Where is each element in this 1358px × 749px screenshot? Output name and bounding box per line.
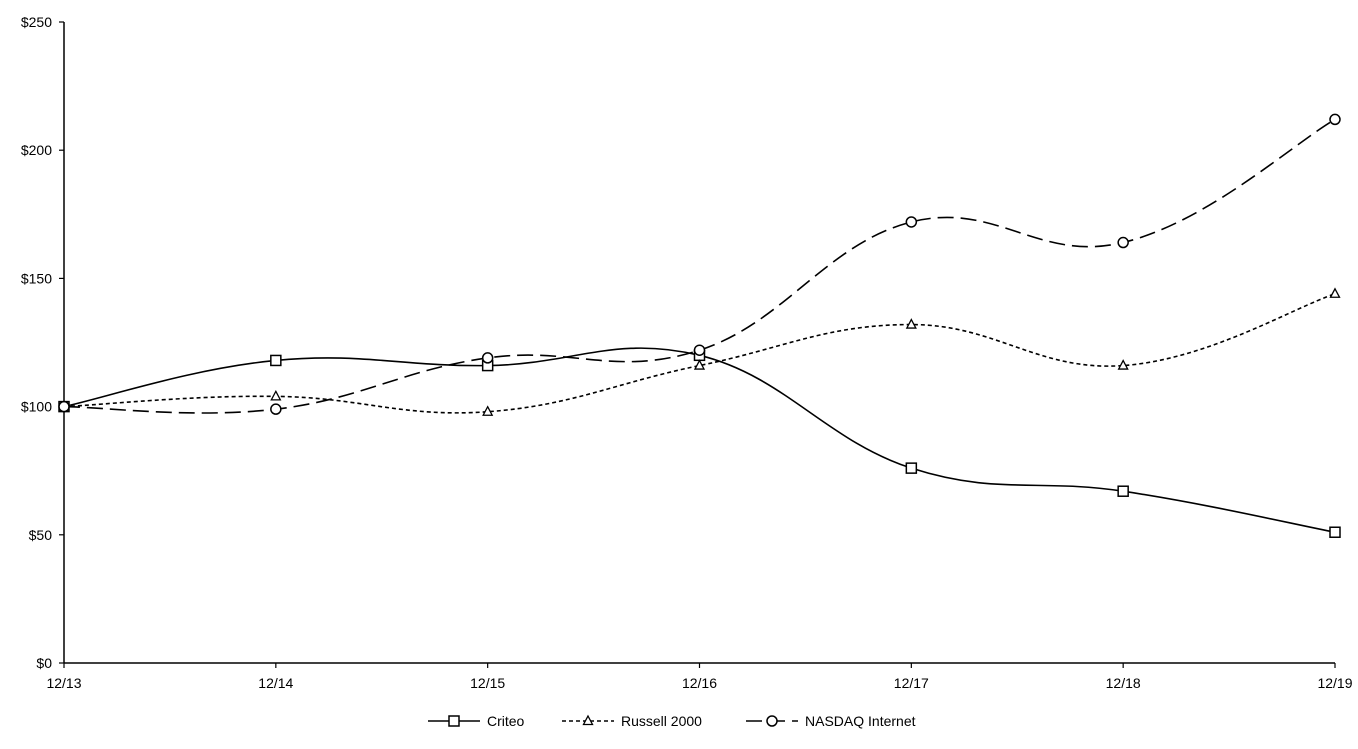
x-tick-label: 12/13 [46,675,81,691]
legend: Criteo Russell 2000 NASDAQ Internet [428,713,916,729]
legend-label-nasdaq-internet: NASDAQ Internet [805,713,916,729]
legend-marker-criteo [448,715,460,727]
data-point-nasdaq-internet [693,344,706,356]
series-layer [58,113,1341,538]
x-tick-label: 12/15 [470,675,505,691]
data-point-criteo [270,354,282,367]
legend-item-criteo: Criteo [428,713,525,729]
data-point-nasdaq-internet [905,216,918,228]
data-point-russell-2000 [1117,359,1129,370]
y-tick-label: $250 [21,14,52,30]
y-tick-label: $150 [21,270,52,286]
y-tick-label: $200 [21,142,52,158]
x-tick-label: 12/17 [894,675,929,691]
data-point-nasdaq-internet [270,403,282,415]
y-tick-label: $50 [29,527,53,543]
series-criteo [58,347,1341,538]
y-tick-label: $100 [21,399,52,415]
data-point-nasdaq-internet [1117,236,1129,249]
legend-label-russell-2000: Russell 2000 [621,713,702,729]
legend-item-russell-2000: Russell 2000 [562,713,702,729]
data-point-nasdaq-internet [1329,113,1341,126]
legend-item-nasdaq-internet: NASDAQ Internet [746,713,916,729]
data-point-russell-2000 [905,318,917,329]
data-point-russell-2000 [270,389,282,401]
legend-marker-russell-2000 [582,714,594,726]
data-point-nasdaq-internet [481,352,494,364]
series-russell-2000 [58,287,1341,416]
x-tick-label: 12/16 [682,675,717,691]
data-point-criteo [1329,526,1341,538]
data-point-russell-2000 [482,405,494,416]
x-tick-label: 12/19 [1317,675,1352,691]
axes: $0 $50 $100 $150 $200 $250 12/13 12/14 12/15 12/1… [21,14,1353,691]
series-line-criteo [63,347,1336,534]
x-tick-label: 12/14 [258,675,293,691]
data-point-russell-2000 [693,359,706,370]
data-point-nasdaq-internet [58,400,70,413]
legend-marker-nasdaq-internet [766,715,778,727]
data-point-criteo [905,462,918,474]
legend-label-criteo: Criteo [487,713,525,729]
data-point-criteo [1117,485,1129,497]
y-tick-label: $0 [36,655,52,671]
data-point-russell-2000 [1329,287,1341,298]
x-tick-label: 12/18 [1106,675,1141,691]
series-nasdaq-internet [58,113,1341,415]
